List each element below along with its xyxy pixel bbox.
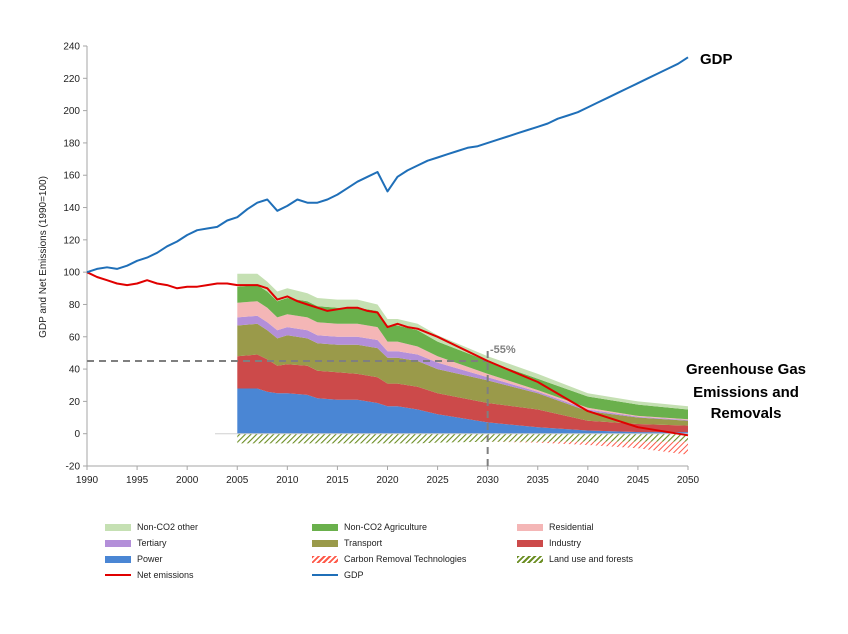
legend-label: Residential xyxy=(549,522,594,532)
line-net-emissions xyxy=(86,271,689,437)
legend-swatch xyxy=(312,523,338,531)
legend-swatch xyxy=(312,555,338,563)
chart-labels: GDP and Net Emissions (1990=100) GDP Gre… xyxy=(38,51,806,422)
legend-item-transport: Transport xyxy=(312,536,382,550)
y-tick-label: 200 xyxy=(63,106,80,117)
x-tick-label: 2020 xyxy=(376,475,399,486)
stacked-areas xyxy=(237,273,689,434)
legend-swatch xyxy=(517,539,543,547)
reference-lines xyxy=(87,351,489,466)
legend-item-land-use-and-forests: Land use and forests xyxy=(517,552,633,566)
y-tick-label: 40 xyxy=(69,365,81,376)
legend-label: Tertiary xyxy=(137,538,167,548)
x-tick-label: 2025 xyxy=(426,475,449,486)
x-tick-label: 2040 xyxy=(577,475,600,486)
area-tertiary xyxy=(237,315,689,421)
x-tick-label: 1990 xyxy=(76,475,99,486)
legend-item-non-co2-agriculture: Non-CO2 Agriculture xyxy=(312,520,427,534)
legend-swatch xyxy=(517,555,543,563)
series-lines xyxy=(86,56,689,437)
legend-label: Non-CO2 Agriculture xyxy=(344,522,428,532)
legend-label: Non-CO2 other xyxy=(137,522,199,532)
y-tick-label: 180 xyxy=(63,138,80,149)
legend-swatch xyxy=(105,555,131,563)
area-transport xyxy=(237,323,689,426)
legend-item-non-co2-other: Non-CO2 other xyxy=(105,520,198,534)
area-non-co2-agriculture xyxy=(237,285,689,420)
line-gdp xyxy=(86,56,689,274)
legend-item-carbon-removal-technologies: Carbon Removal Technologies xyxy=(312,552,466,566)
ghg-label-line-1: Greenhouse Gas xyxy=(686,361,806,378)
x-tick-label: 2005 xyxy=(226,475,249,486)
x-tick-label: 2045 xyxy=(627,475,650,486)
legend-swatch xyxy=(105,539,131,547)
x-tick-label: 1995 xyxy=(126,475,149,486)
area-land-use-and-forests xyxy=(237,433,689,444)
legend-item-residential: Residential xyxy=(517,520,594,534)
y-tick-label: 100 xyxy=(63,268,80,279)
area-carbon-removal-technologies xyxy=(237,441,689,455)
legend-item-gdp: GDP xyxy=(312,568,364,582)
gdp-label: GDP xyxy=(700,51,733,68)
legend-label: Industry xyxy=(549,538,582,548)
y-tick-label: 0 xyxy=(74,429,80,440)
legend-swatch xyxy=(312,574,338,576)
y-tick-label: 160 xyxy=(63,171,80,182)
legend-swatch xyxy=(105,523,131,531)
legend-swatch xyxy=(105,574,131,576)
y-axis-title: GDP and Net Emissions (1990=100) xyxy=(38,176,49,338)
x-tick-label: 2035 xyxy=(527,475,550,486)
y-tick-label: 240 xyxy=(63,42,80,53)
legend-item-power: Power xyxy=(105,552,163,566)
reduction-label: -55% xyxy=(490,344,516,356)
legend-label: GDP xyxy=(344,570,364,580)
x-tick-label: 2030 xyxy=(477,475,500,486)
axes: -200204060801001201401601802002202401990… xyxy=(63,42,699,487)
legend-item-industry: Industry xyxy=(517,536,581,550)
ghg-label-line-2: Emissions and xyxy=(693,384,799,401)
legend-label: Transport xyxy=(344,538,383,548)
legend-item-net-emissions: Net emissions xyxy=(105,568,194,582)
x-tick-label: 2000 xyxy=(176,475,199,486)
legend-label: Land use and forests xyxy=(549,554,634,564)
legend-swatch xyxy=(517,523,543,531)
area-residential xyxy=(237,301,689,420)
y-tick-label: 120 xyxy=(63,235,80,246)
y-tick-label: 220 xyxy=(63,74,80,85)
x-tick-label: 2010 xyxy=(276,475,299,486)
area-industry xyxy=(237,354,689,433)
removal-areas xyxy=(237,433,689,455)
legend-item-tertiary: Tertiary xyxy=(105,536,167,550)
y-tick-label: 20 xyxy=(69,397,81,408)
y-tick-label: 80 xyxy=(69,300,81,311)
x-tick-label: 2015 xyxy=(326,475,349,486)
legend-label: Carbon Removal Technologies xyxy=(344,554,467,564)
x-tick-label: 2050 xyxy=(677,475,700,486)
y-tick-label: -20 xyxy=(66,462,81,473)
legend-label: Power xyxy=(137,554,163,564)
legend-label: Net emissions xyxy=(137,570,194,580)
ghg-label-line-3: Removals xyxy=(711,405,782,422)
legend-swatch xyxy=(312,539,338,547)
y-tick-label: 60 xyxy=(69,332,81,343)
y-tick-label: 140 xyxy=(63,203,80,214)
